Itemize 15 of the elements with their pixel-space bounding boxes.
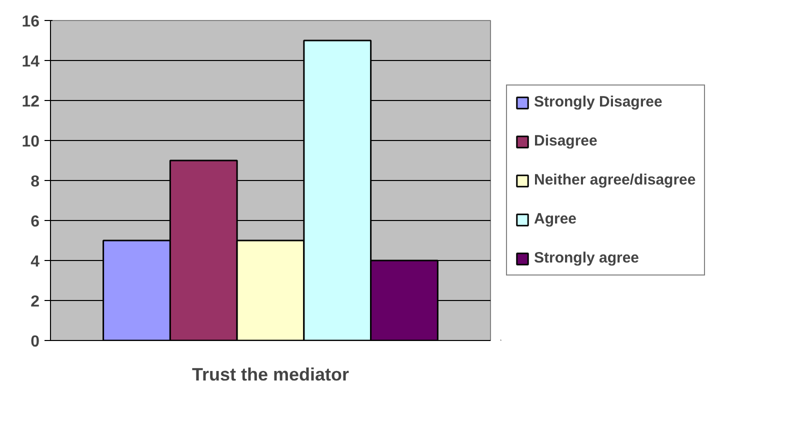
legend-label: Strongly agree — [534, 250, 640, 266]
legend-label: Strongly Disagree — [534, 94, 662, 110]
legend-label: Neither agree/disagree — [534, 172, 696, 188]
legend-label: Agree — [534, 210, 577, 228]
y-tick-label: 6 — [30, 214, 40, 230]
y-tick-label: 14 — [22, 54, 40, 70]
y-tick-label: 10 — [22, 134, 40, 150]
x-tick-label: Trust the mediator — [192, 364, 350, 384]
y-tick-label: 8 — [30, 174, 40, 190]
y-tick-label: 4 — [30, 254, 40, 270]
y-tick-label: 2 — [30, 294, 40, 310]
y-tick-label: 12 — [22, 94, 40, 110]
legend-label: Disagree — [534, 132, 598, 150]
y-tick-label: 0 — [30, 334, 40, 350]
y-tick-label: 16 — [22, 14, 40, 30]
